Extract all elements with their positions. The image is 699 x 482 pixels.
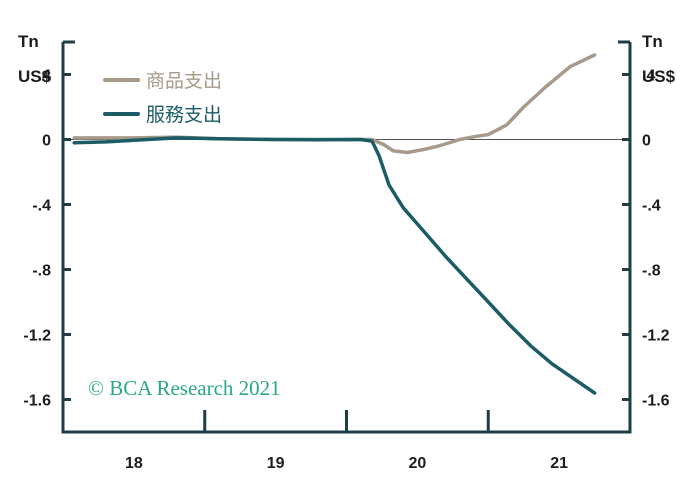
svg-text:US$: US$ [18, 67, 52, 86]
legend-label-services: 服務支出 [146, 104, 222, 126]
svg-text:US$: US$ [642, 67, 676, 86]
y-tick-label-right: -1.6 [642, 393, 670, 410]
y-tick-label-right: -1.2 [642, 328, 670, 345]
credit-watermark: © BCA Research 2021 [88, 376, 281, 400]
unit-label-right: Tn US$ [642, 32, 676, 86]
chart-axes: .4 .4 0 0 -.4 -.4 -.8 -.8 -1.2 -1.2 -1.6 -1.6 18 19 20… [23, 40, 670, 472]
y-tick-label-right: -.4 [642, 198, 661, 215]
x-tick-label: 20 [408, 455, 426, 472]
y-tick-label-left: 0 [42, 133, 51, 150]
svg-text:Tn: Tn [18, 32, 39, 51]
y-tick-label-left: .4 [38, 68, 51, 85]
legend-entry-services: 服務支出 [103, 104, 222, 126]
y-tick-label-right: 0 [642, 133, 651, 150]
y-tick-label-right: .4 [642, 68, 655, 85]
series-line-services [72, 136, 597, 395]
legend-entry-goods: 商品支出 [103, 70, 222, 92]
chart-series [72, 53, 597, 395]
legend-label-goods: 商品支出 [146, 70, 222, 92]
unit-label-left: Tn US$ [18, 32, 52, 86]
chart-legend: 商品支出 服務支出 [103, 70, 222, 126]
y-tick-label-right: -.8 [642, 263, 661, 280]
y-tick-label-left: -.8 [32, 263, 51, 280]
x-tick-label: 19 [267, 455, 285, 472]
x-tick-label: 18 [125, 455, 143, 472]
y-tick-label-left: -1.6 [23, 393, 51, 410]
y-tick-label-left: -1.2 [23, 328, 51, 345]
x-tick-label: 21 [550, 455, 568, 472]
svg-text:Tn: Tn [642, 32, 663, 51]
y-tick-label-left: -.4 [32, 198, 51, 215]
